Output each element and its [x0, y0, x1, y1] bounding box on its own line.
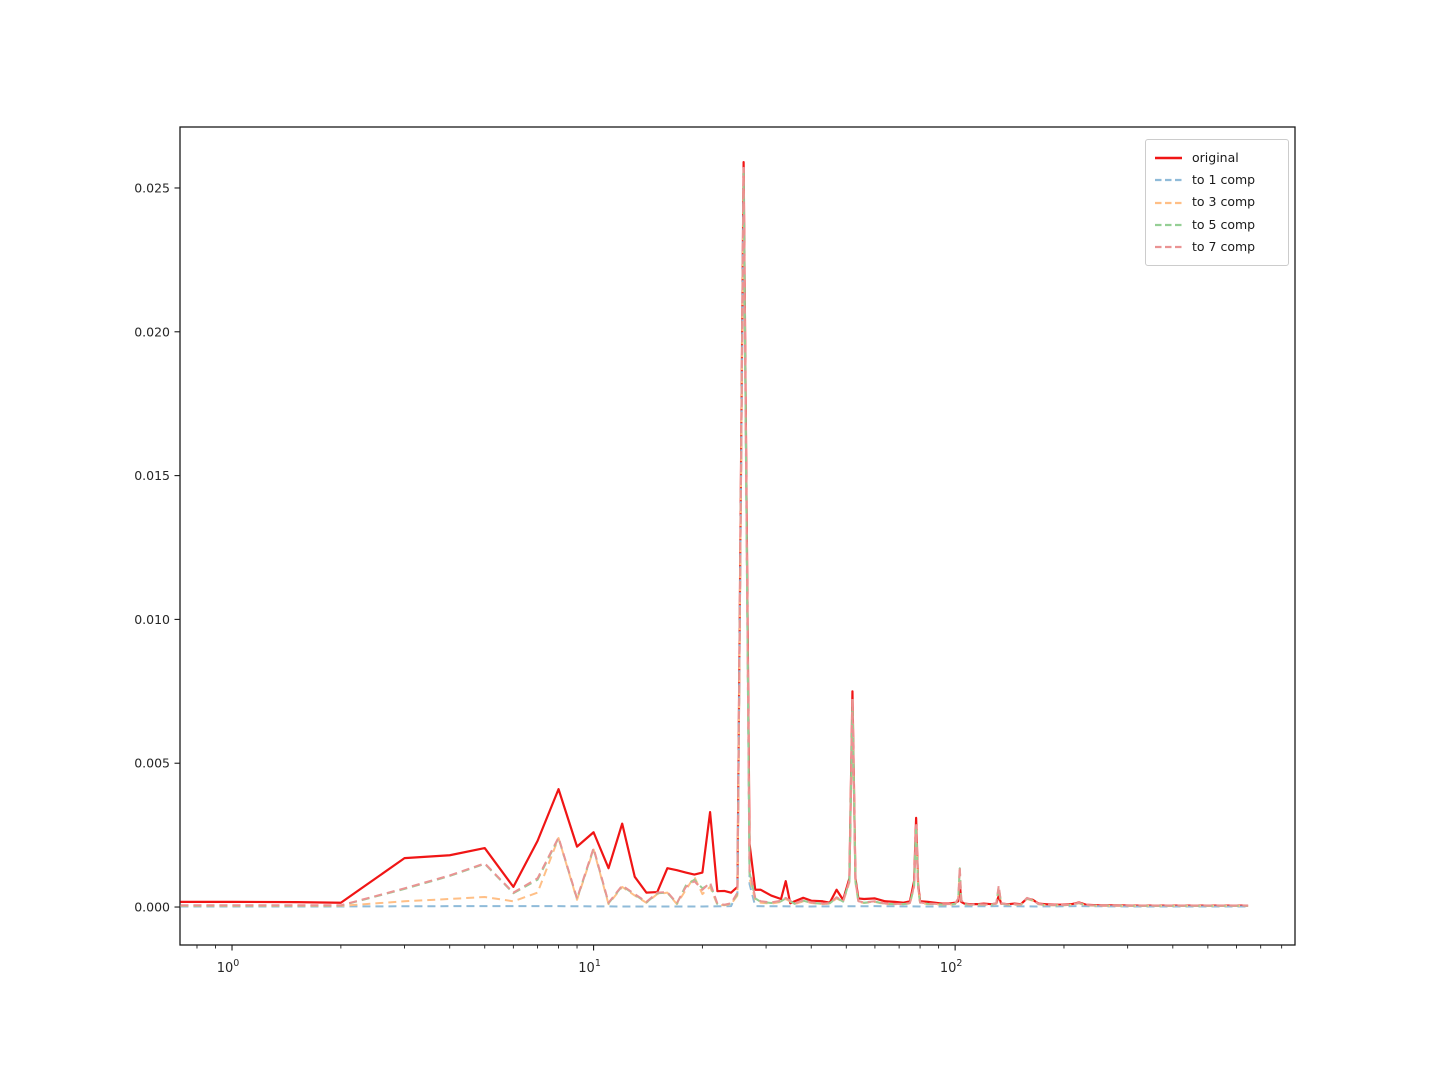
- legend-line-sample-to-7-comp: [1155, 245, 1182, 249]
- legend-label-to-7-comp: to 7 comp: [1192, 238, 1256, 254]
- legend-label-to-3-comp: to 3 comp: [1192, 194, 1256, 210]
- legend-label-original: original: [1192, 149, 1239, 165]
- series-line-to-1-comp: [180, 181, 1249, 908]
- x-tick-label: 100: [217, 958, 240, 976]
- x-tick-label: 102: [940, 958, 963, 976]
- legend-line-sample-to-5-comp: [1155, 223, 1182, 226]
- legend-label-to-5-comp: to 5 comp: [1192, 216, 1256, 232]
- y-tick-label: 0.010: [134, 612, 170, 627]
- x-tick-label: 101: [578, 958, 601, 976]
- y-tick-label: 0.020: [134, 324, 170, 339]
- y-tick-label: 0.025: [134, 180, 170, 195]
- y-tick-label: 0.005: [134, 756, 170, 771]
- legend: original to 1 comp to 3 comp to 5 comp t…: [1145, 139, 1289, 266]
- legend-line-sample-to-3-comp: [1155, 201, 1182, 204]
- legend-label-to-1-comp: to 1 comp: [1192, 172, 1256, 187]
- y-tick-label: 0.015: [134, 468, 170, 483]
- legend-item-to-1-comp: to 1 comp: [1155, 169, 1279, 191]
- legend-line-sample-to-1-comp: [1155, 179, 1182, 182]
- legend-item-to-5-comp: to 5 comp: [1155, 214, 1279, 236]
- legend-item-to-3-comp: to 3 comp: [1155, 192, 1279, 214]
- legend-item-to-7-comp: to 7 comp: [1155, 236, 1279, 258]
- legend-item-original: original: [1155, 147, 1279, 169]
- series-line-to-7-comp: [180, 166, 1249, 907]
- legend-line-sample-original: [1155, 156, 1182, 160]
- y-tick-label: 0.000: [134, 900, 170, 915]
